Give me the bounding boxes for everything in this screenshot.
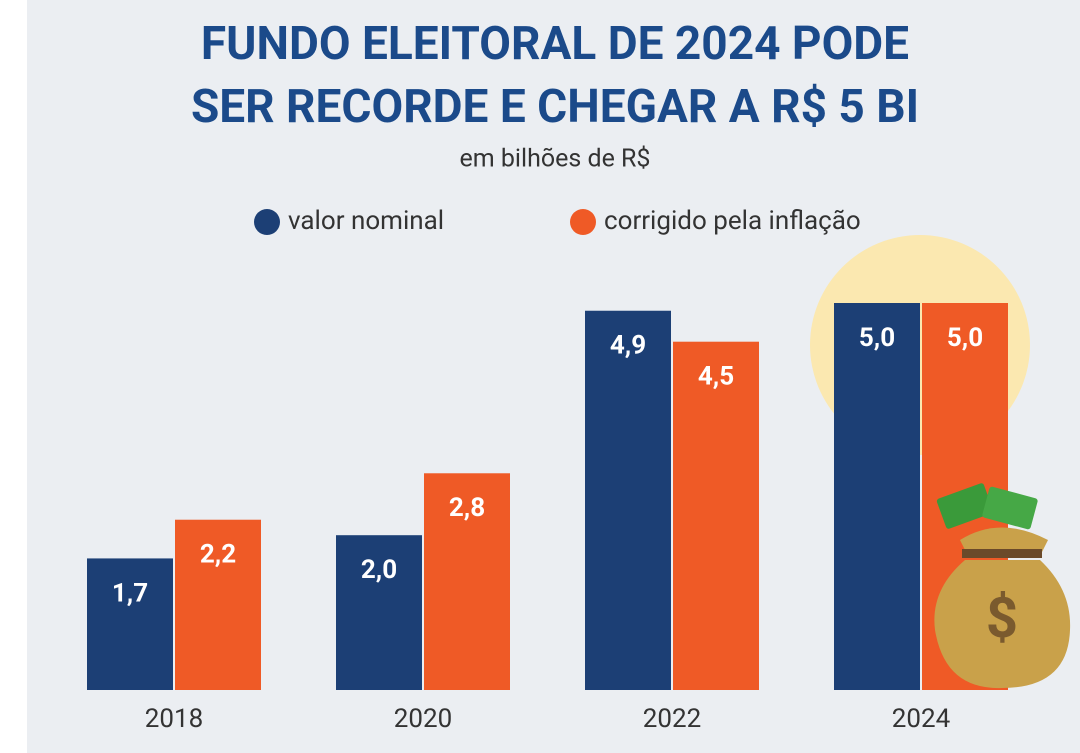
value-label: 4,5: [698, 362, 734, 392]
money-bag-icon: $: [934, 483, 1071, 689]
bar: [175, 519, 261, 690]
bar: [87, 558, 173, 690]
bar: [585, 310, 671, 690]
banknote: [982, 486, 1038, 530]
value-label: 1,7: [112, 578, 148, 608]
value-label: 2,0: [361, 555, 397, 585]
x-tick-label: 2022: [643, 704, 701, 734]
chart-title: FUNDO ELEITORAL DE 2024 PODE: [201, 17, 909, 71]
bar: [834, 303, 920, 690]
bag-body: [934, 560, 1071, 689]
x-tick-label: 2024: [892, 704, 951, 734]
bag-neck: [960, 527, 1048, 556]
value-label: 4,9: [610, 331, 646, 361]
x-tick-label: 2018: [145, 704, 203, 734]
chart-title: SER RECORDE E CHEGAR A R$ 5 BI: [191, 80, 919, 134]
legend-label: corrigido pela inflação: [604, 206, 861, 236]
legend-swatch: [570, 209, 596, 235]
bag-symbol: $: [986, 585, 1018, 651]
bar: [673, 341, 759, 690]
value-label: 2,8: [449, 493, 485, 523]
value-label: 2,2: [200, 540, 236, 570]
legend-swatch: [254, 209, 280, 235]
x-tick-label: 2020: [394, 704, 452, 734]
value-label: 5,0: [947, 323, 983, 353]
chart-subtitle: em bilhões de R$: [460, 145, 651, 174]
bar: [336, 535, 422, 690]
value-label: 5,0: [859, 323, 895, 353]
legend-label: valor nominal: [288, 206, 444, 236]
bar: [424, 473, 510, 690]
banknote: [936, 483, 994, 529]
bag-tie: [962, 549, 1042, 558]
